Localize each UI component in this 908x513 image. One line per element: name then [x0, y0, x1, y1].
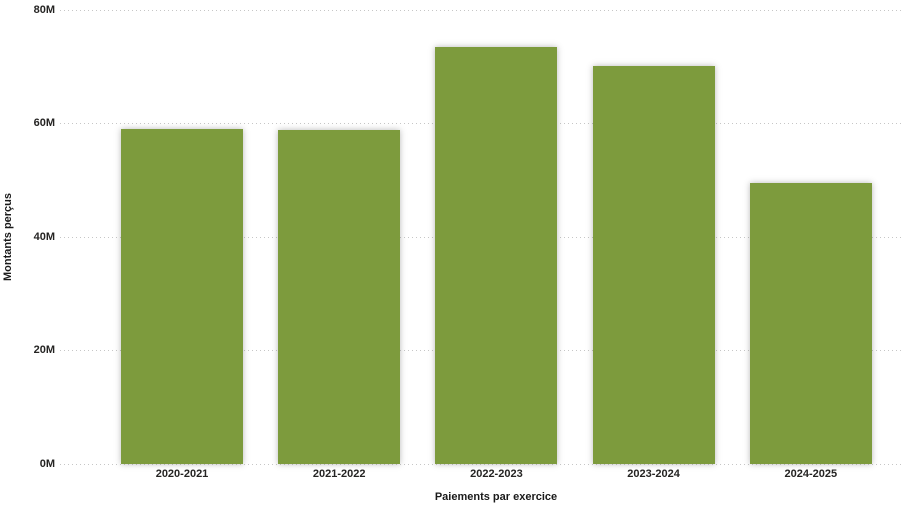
- y-tick-label: 0M: [39, 457, 55, 470]
- x-tick-label: 2024-2025: [784, 468, 838, 480]
- x-tick-label: 2022-2023: [470, 468, 523, 480]
- gridline: [60, 9, 902, 11]
- y-tick-label: 80M: [33, 3, 55, 16]
- y-tick-label: 60M: [33, 117, 55, 129]
- x-tick-label: 2023-2024: [627, 468, 680, 480]
- bar[interactable]: [592, 66, 715, 464]
- y-tick-label: 20M: [33, 344, 55, 356]
- x-tick-label: 2021-2022: [312, 468, 366, 480]
- bar[interactable]: [435, 46, 558, 464]
- x-axis-title: Paiements par exercice: [434, 491, 558, 503]
- bar[interactable]: [278, 130, 401, 464]
- y-tick-label: 40M: [33, 230, 55, 243]
- bar[interactable]: [749, 182, 872, 464]
- gridline: [60, 463, 902, 465]
- x-tick-label: 2020-2021: [155, 468, 209, 480]
- bar[interactable]: [121, 129, 243, 464]
